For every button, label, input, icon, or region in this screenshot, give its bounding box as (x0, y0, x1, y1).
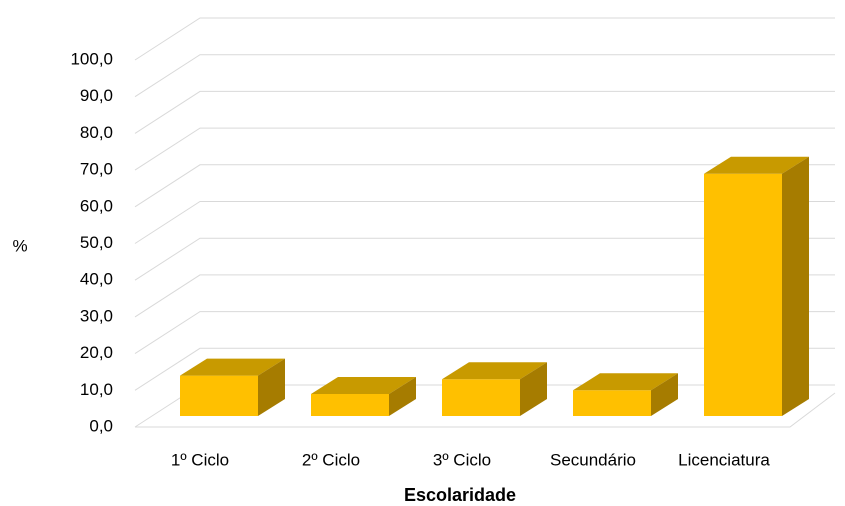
y-tick-label: 100,0 (70, 49, 113, 68)
grid-line (134, 54, 835, 98)
bar-side (651, 373, 678, 416)
y-tick-label: 80,0 (80, 123, 113, 142)
bar-top (442, 362, 547, 380)
grid-line (134, 164, 835, 208)
floor (135, 392, 836, 428)
bar (573, 373, 678, 416)
y-tick-label: 30,0 (80, 306, 113, 325)
bar (442, 362, 547, 416)
x-tick-label: 1º Ciclo (171, 450, 229, 469)
y-axis-label: % (12, 236, 27, 255)
y-tick-label: 40,0 (80, 270, 113, 289)
bar (180, 358, 285, 416)
grid-line (134, 237, 835, 281)
x-tick-label: Licenciatura (678, 450, 770, 469)
grid-line (134, 127, 835, 171)
bar-front (311, 393, 389, 416)
bar-top (573, 373, 678, 391)
y-tick-label: 90,0 (80, 86, 113, 105)
y-tick-label: 20,0 (80, 343, 113, 362)
y-tick-label: 10,0 (80, 380, 113, 399)
bar-front (704, 173, 782, 416)
x-tick-label: 3º Ciclo (433, 450, 491, 469)
bar-side (520, 362, 547, 416)
grid-line (134, 17, 835, 61)
bar-side (258, 358, 285, 416)
grid-line (134, 274, 835, 318)
bar-side (389, 376, 416, 416)
bar-side (782, 156, 809, 416)
x-tick-label: 2º Ciclo (302, 450, 360, 469)
bar-top (311, 376, 416, 394)
grid-line (134, 90, 835, 134)
x-axis-label: Escolaridade (404, 485, 516, 505)
bar-front (442, 379, 520, 416)
bar-top (704, 156, 809, 174)
bar-front (180, 375, 258, 416)
grid-line (134, 347, 835, 391)
grid-line (134, 311, 835, 355)
y-tick-label: 0,0 (89, 416, 113, 435)
bar-top (180, 358, 285, 376)
y-tick-label: 50,0 (80, 233, 113, 252)
x-tick-label: Secundário (550, 450, 636, 469)
y-tick-label: 60,0 (80, 196, 113, 215)
bar (704, 156, 809, 416)
bar-front (573, 390, 651, 416)
y-tick-label: 70,0 (80, 160, 113, 179)
bar (311, 376, 416, 416)
grid-line (134, 201, 835, 244)
